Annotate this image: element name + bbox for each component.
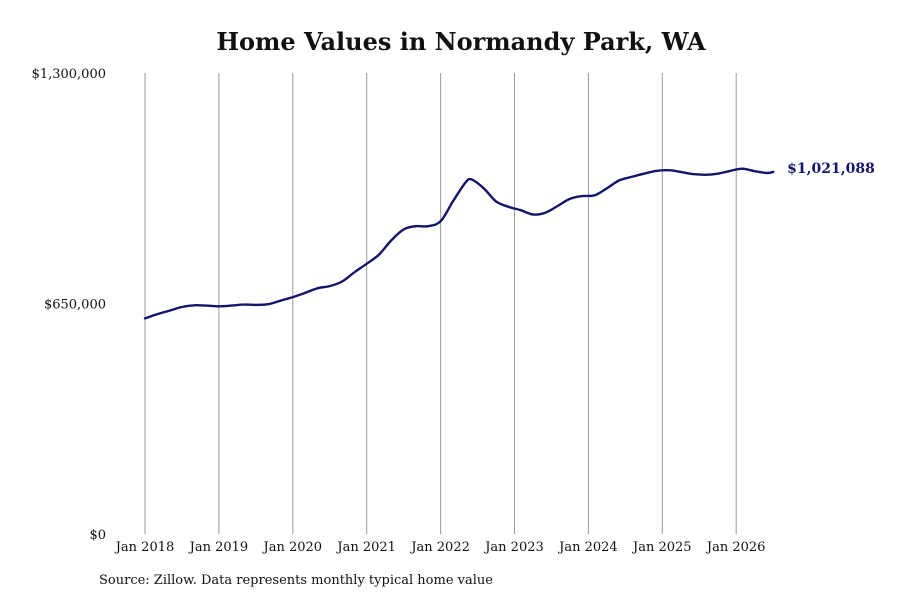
x-tick-label: Jan 2025: [631, 540, 692, 555]
series-line: [143, 167, 775, 320]
x-tick-label: Jan 2021: [335, 540, 396, 555]
x-tick-label: Jan 2019: [188, 540, 249, 555]
y-tick-label: $0: [89, 528, 106, 543]
x-tick-label: Jan 2018: [114, 540, 175, 555]
x-tick-label: Jan 2020: [262, 540, 323, 555]
x-tick-label: Jan 2022: [409, 540, 470, 555]
source-note: Source: Zillow. Data represents monthly …: [99, 573, 493, 588]
y-axis-ticks: $0 $650,000 $1,300,000: [32, 67, 106, 543]
end-value-label: $1,021,088: [787, 161, 875, 177]
x-axis-ticks: Jan 2018 Jan 2019 Jan 2020 Jan 2021 Jan 2022…: [114, 540, 766, 555]
x-tick-label: Jan 2024: [557, 540, 618, 555]
gridlines: [144, 73, 737, 534]
x-tick-label: Jan 2026: [705, 540, 766, 555]
y-tick-label: $1,300,000: [32, 67, 106, 82]
x-tick-label: Jan 2023: [483, 540, 544, 555]
y-tick-label: $650,000: [44, 298, 106, 313]
chart-title: Home Values in Normandy Park, WA: [216, 27, 706, 56]
